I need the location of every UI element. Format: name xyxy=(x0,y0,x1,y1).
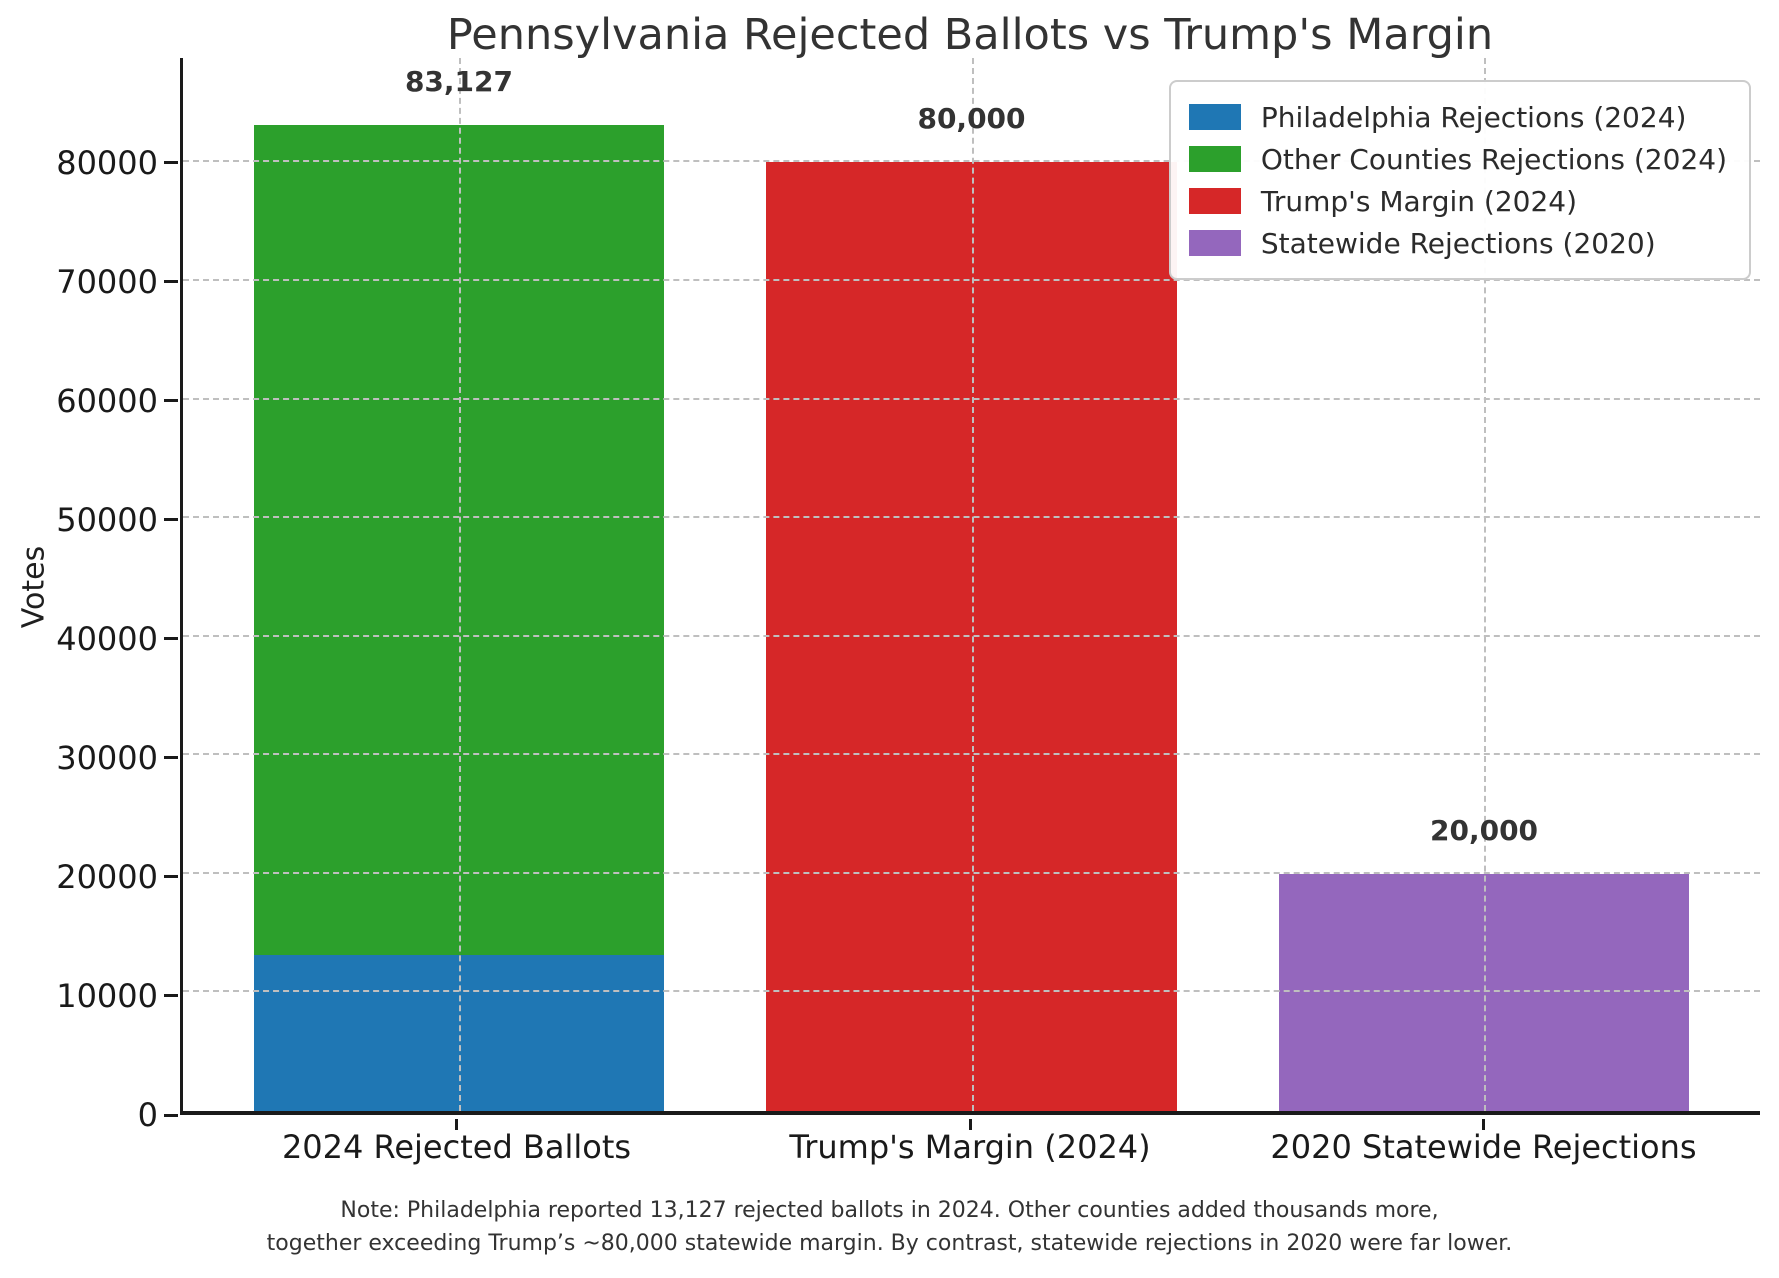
legend: Philadelphia Rejections (2024) Other Coun… xyxy=(1168,80,1751,280)
x-tick-mark-0 xyxy=(455,1119,458,1130)
legend-label-2: Trump's Margin (2024) xyxy=(1260,184,1578,218)
legend-item-2: Trump's Margin (2024) xyxy=(1188,180,1727,222)
y-tick-mark-50000 xyxy=(164,518,178,522)
x-tick-label-2: 2020 Statewide Rejections xyxy=(1270,1128,1697,1166)
x-tick-mark-1 xyxy=(968,1119,972,1130)
bar-segment-other-counties-rejections-2024- xyxy=(253,125,664,956)
legend-swatch-icon xyxy=(1188,188,1241,214)
y-tick-label-40000: 40000 xyxy=(56,619,158,658)
plot-area: 83,127 80,000 20,000 xyxy=(180,58,1760,1115)
y-tick-label-50000: 50000 xyxy=(56,500,158,539)
legend-item-1: Other Counties Rejections (2024) xyxy=(1188,138,1727,180)
bar-value-label-1: 80,000 xyxy=(917,102,1026,136)
bar-segment-philadelphia-rejections-2024- xyxy=(253,955,664,1111)
y-tick-label-80000: 80000 xyxy=(56,143,158,182)
legend-swatch-icon xyxy=(1188,146,1241,172)
note: Note: Philadelphia reported 13,127 rejec… xyxy=(0,1194,1779,1260)
y-tick-mark-30000 xyxy=(164,756,178,760)
legend-item-0: Philadelphia Rejections (2024) xyxy=(1188,96,1727,138)
y-tick-mark-70000 xyxy=(164,280,178,284)
y-tick-mark-60000 xyxy=(164,399,178,403)
x-tick-mark-2 xyxy=(1482,1119,1485,1130)
legend-label-0: Philadelphia Rejections (2024) xyxy=(1260,100,1687,134)
legend-item-3: Statewide Rejections (2020) xyxy=(1188,222,1727,264)
y-tick-mark-40000 xyxy=(164,637,178,641)
y-tick-label-20000: 20000 xyxy=(56,857,158,896)
y-axis-label: Votes xyxy=(16,545,52,629)
y-tick-label-70000: 70000 xyxy=(56,262,158,301)
bar-segment-statewide-rejections-2020- xyxy=(1279,873,1690,1111)
y-tick-mark-10000 xyxy=(164,994,178,998)
y-tick-label-10000: 10000 xyxy=(56,976,158,1015)
v-gridline-2 xyxy=(1484,58,1487,1111)
x-tick-label-0: 2024 Rejected Ballots xyxy=(281,1128,632,1166)
y-tick-mark-20000 xyxy=(164,875,178,879)
note-line-2: together exceeding Trump’s ~80,000 state… xyxy=(266,1231,1513,1256)
chart-title: Pennsylvania Rejected Ballots vs Trump's… xyxy=(446,10,1494,60)
bar-value-label-0: 83,127 xyxy=(404,65,513,99)
y-tick-mark-0 xyxy=(164,1113,178,1117)
legend-label-3: Statewide Rejections (2020) xyxy=(1260,226,1656,260)
note-line-1: Note: Philadelphia reported 13,127 rejec… xyxy=(340,1198,1439,1223)
bar-value-label-2: 20,000 xyxy=(1429,813,1539,847)
legend-swatch-icon xyxy=(1188,230,1241,256)
v-gridline-1 xyxy=(971,58,974,1111)
y-tick-label-60000: 60000 xyxy=(56,381,158,420)
v-gridline-0 xyxy=(458,58,461,1111)
x-tick-label-1: Trump's Margin (2024) xyxy=(789,1128,1151,1166)
y-tick-mark-80000 xyxy=(164,161,178,165)
legend-swatch-icon xyxy=(1188,104,1241,130)
y-tick-label-30000: 30000 xyxy=(56,738,158,777)
legend-label-1: Other Counties Rejections (2024) xyxy=(1260,142,1727,176)
y-tick-label-0: 0 xyxy=(137,1096,158,1134)
